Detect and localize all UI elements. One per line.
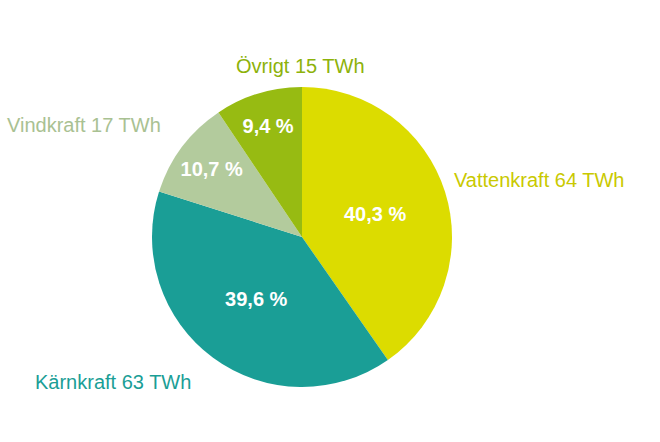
svg-text:Vattenkraft 64 TWh: Vattenkraft 64 TWh xyxy=(454,169,624,191)
svg-text:9,4 %: 9,4 % xyxy=(243,115,294,137)
svg-text:39,6 %: 39,6 % xyxy=(225,288,287,310)
svg-text:Vindkraft 17 TWh: Vindkraft 17 TWh xyxy=(7,114,161,136)
svg-text:Kärnkraft 63 TWh: Kärnkraft 63 TWh xyxy=(35,371,191,393)
svg-text:10,7 %: 10,7 % xyxy=(181,158,243,180)
svg-text:Övrigt 15 TWh: Övrigt 15 TWh xyxy=(236,55,365,77)
svg-text:40,3 %: 40,3 % xyxy=(344,203,406,225)
